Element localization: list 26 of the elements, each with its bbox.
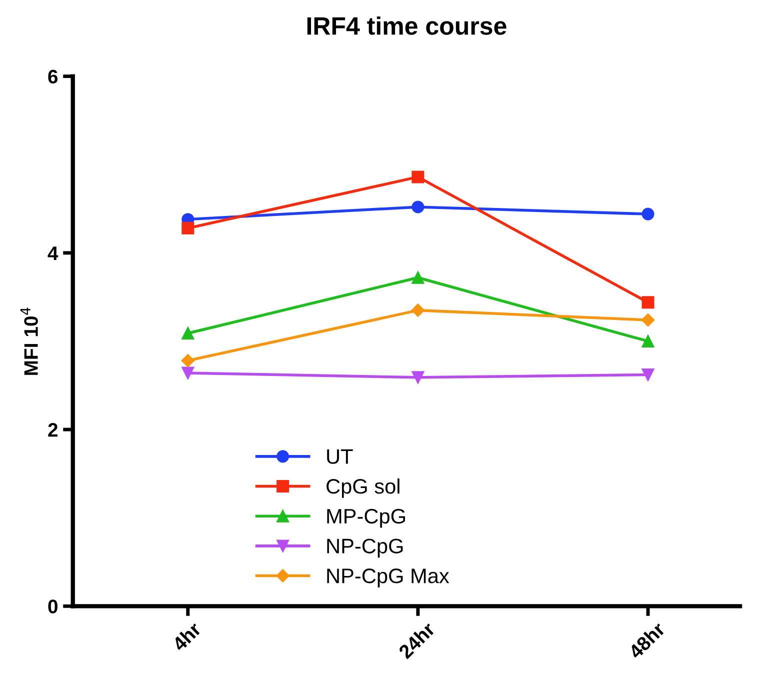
point <box>642 334 654 348</box>
legend-label: MP-CpG <box>327 508 405 528</box>
chart-title: IRF4 time course <box>307 16 506 35</box>
point <box>182 366 194 380</box>
y-tick-label: 4 <box>48 246 58 260</box>
point <box>642 208 654 220</box>
legend-label: CpG sol <box>326 478 400 498</box>
legend-label: UT <box>327 449 353 464</box>
y-axis-title: MFI 10$^{4}$ <box>20 308 38 375</box>
y-tick-label: 0 <box>48 600 58 614</box>
point <box>182 327 194 340</box>
y-tick-label: 2 <box>48 422 58 437</box>
point <box>642 296 654 309</box>
legend-label: NP-CpG Max <box>327 568 450 588</box>
point <box>411 304 425 317</box>
point <box>642 368 654 382</box>
point <box>641 313 655 327</box>
point <box>412 170 424 184</box>
point <box>412 200 424 214</box>
x-tick-label: 4hr <box>170 620 202 652</box>
legend-label: NP-CpG <box>327 538 403 558</box>
point <box>412 271 424 284</box>
y-tick-label: 6 <box>48 70 58 84</box>
point <box>412 371 424 384</box>
point <box>182 222 194 234</box>
point <box>181 354 194 368</box>
